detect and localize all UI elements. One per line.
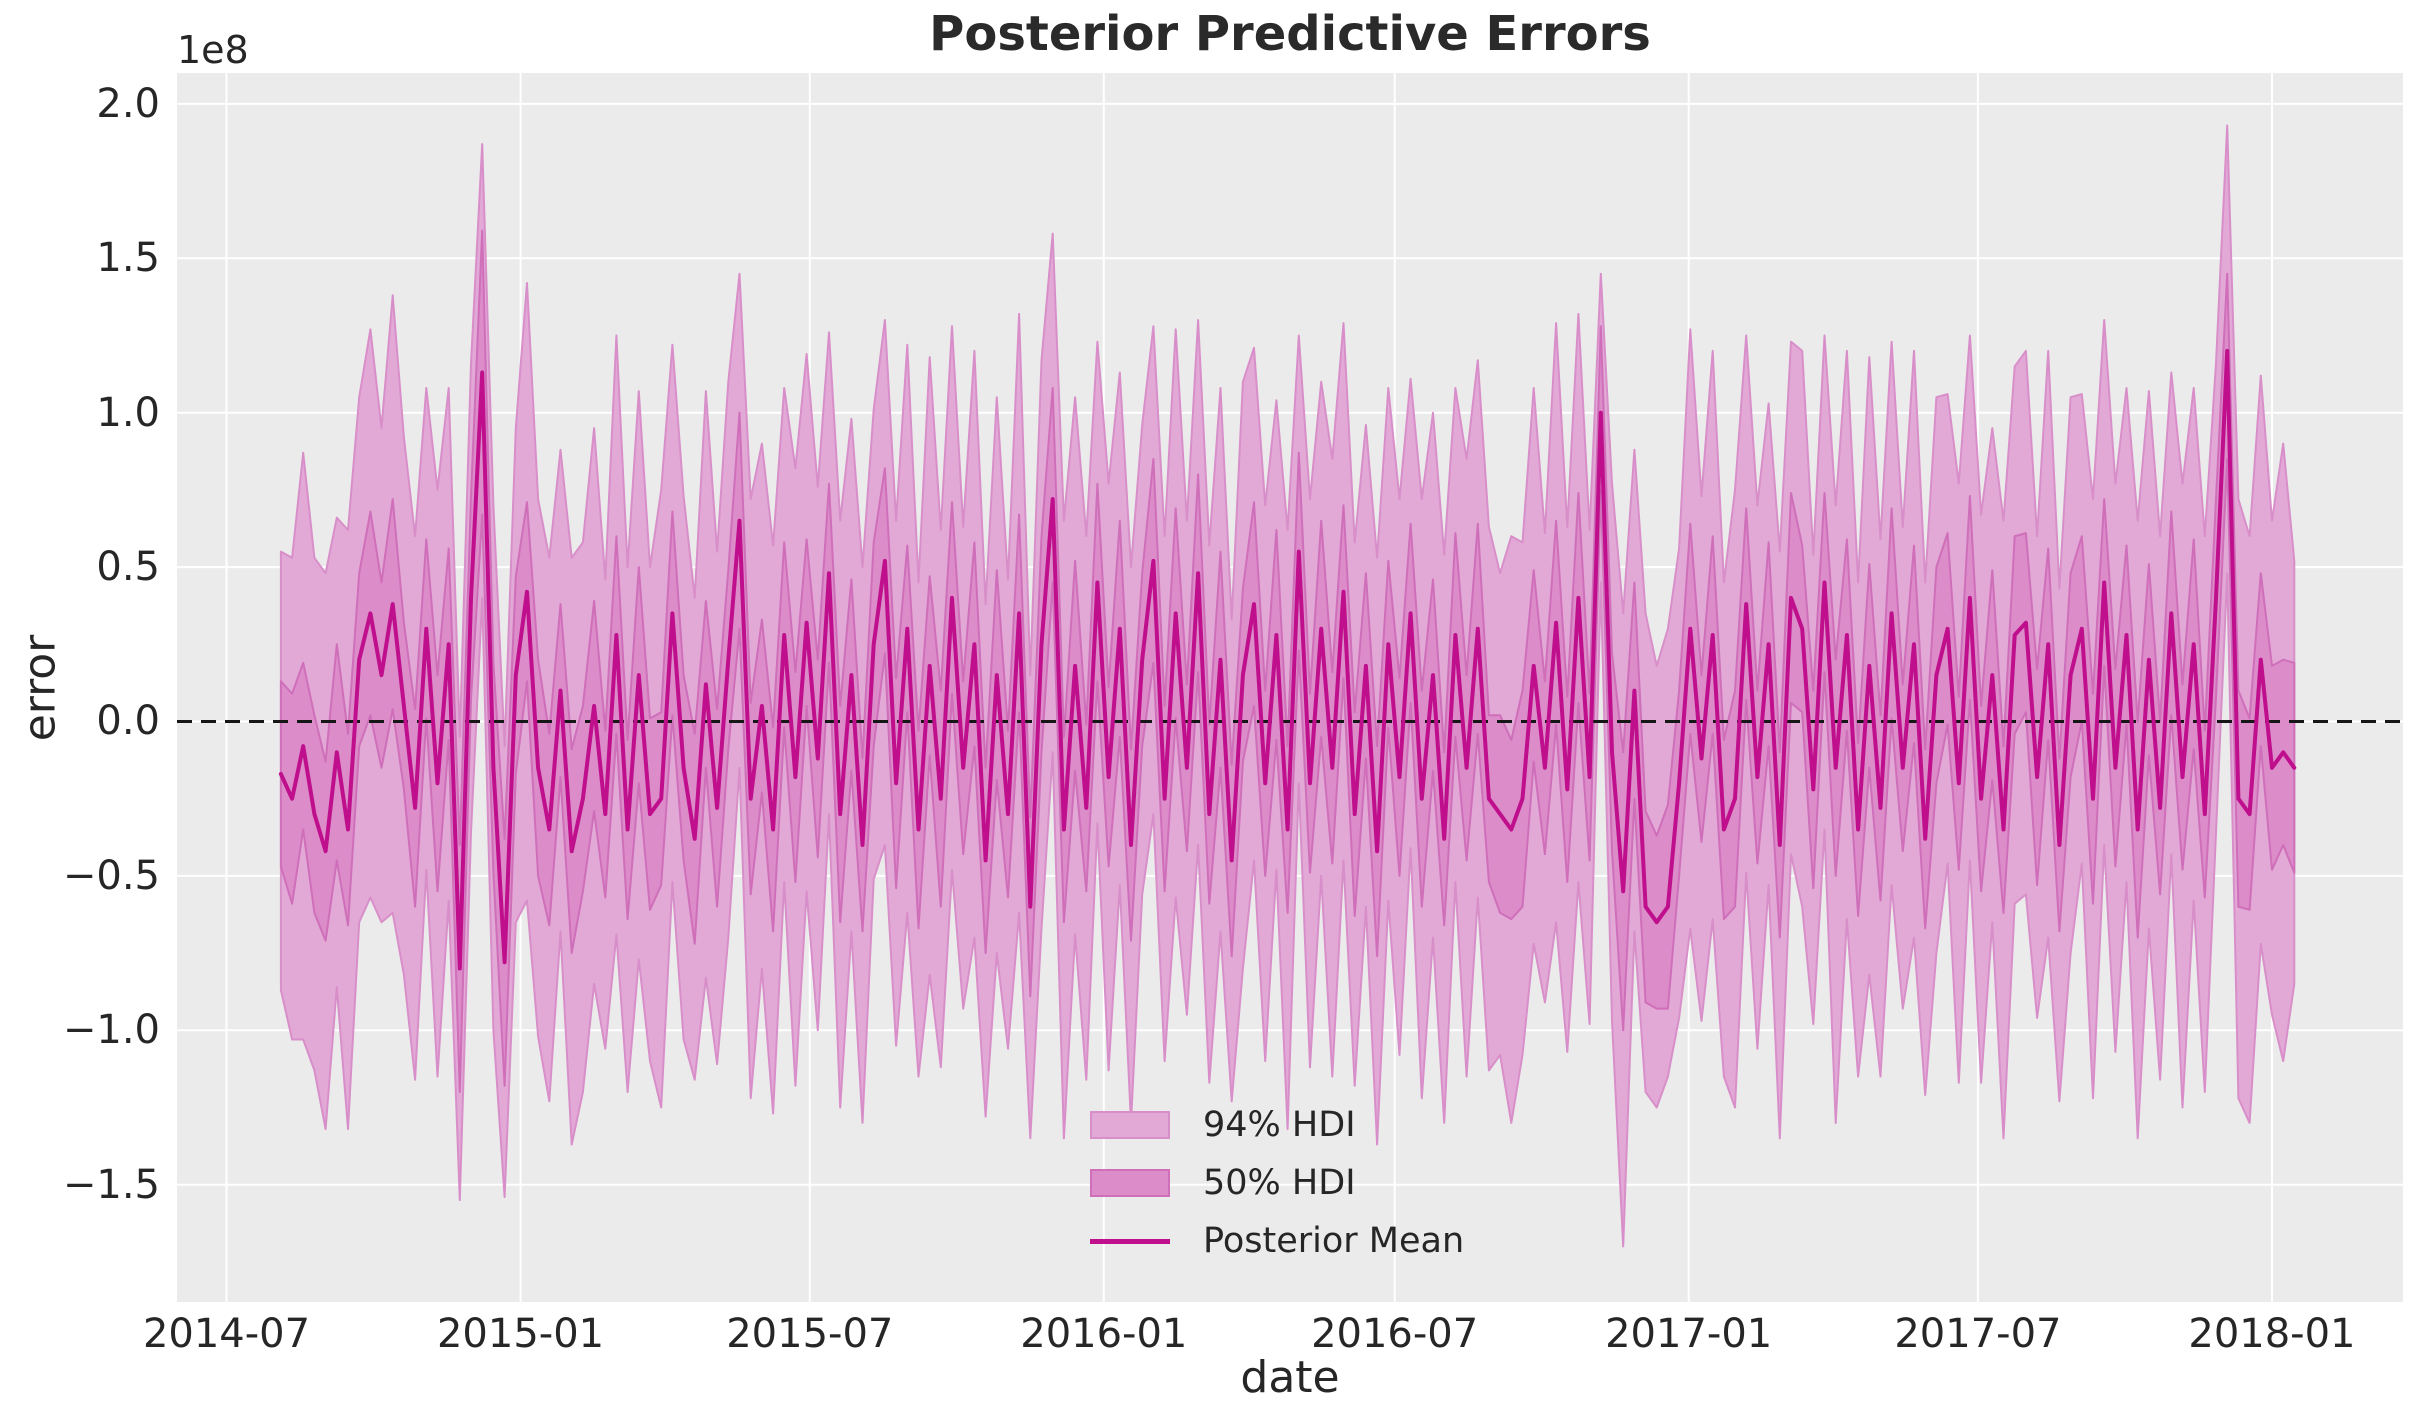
- x-axis-label: date: [1240, 1352, 1340, 1403]
- x-tick-label: 2017-01: [1605, 1311, 1773, 1357]
- y-tick-label: −1.0: [62, 1007, 160, 1054]
- posterior-mean-line: [278, 348, 2297, 971]
- y-tick-label: 1.5: [96, 235, 160, 282]
- x-tick-label: 2016-01: [1020, 1311, 1188, 1357]
- x-tick-label: 2015-07: [726, 1311, 894, 1357]
- x-tick-label: 2018-01: [2188, 1311, 2356, 1357]
- y-tick-label: −0.5: [62, 852, 160, 899]
- y-tick-label: 0.5: [96, 544, 160, 591]
- y-tick-label: 0.0: [96, 698, 160, 745]
- x-tick-label: 2017-07: [1894, 1311, 2062, 1357]
- legend: 94% HDI 50% HDI Posterior Mean: [1090, 1108, 1464, 1282]
- y-tick-label: 2.0: [96, 80, 160, 127]
- y-tick-label: 1.0: [96, 389, 160, 436]
- legend-item-50-hdi: 50% HDI: [1090, 1163, 1464, 1203]
- legend-label-50-hdi: 50% HDI: [1203, 1163, 1356, 1203]
- legend-label-94-hdi: 94% HDI: [1203, 1105, 1356, 1145]
- x-tick-label: 2016-07: [1311, 1311, 1479, 1357]
- legend-label-posterior-mean: Posterior Mean: [1203, 1221, 1465, 1261]
- y-axis-offset-text: 1e8: [177, 28, 249, 72]
- legend-item-posterior-mean: Posterior Mean: [1090, 1221, 1465, 1261]
- hdi50-band-swatch-icon: [1090, 1169, 1170, 1197]
- posterior-mean-line-swatch-icon: [1090, 1238, 1170, 1244]
- hdi94-band: [279, 124, 2296, 1248]
- chart-title: Posterior Predictive Errors: [929, 6, 1651, 62]
- legend-item-94-hdi: 94% HDI: [1090, 1105, 1464, 1145]
- hdi94-band-swatch-icon: [1090, 1111, 1170, 1139]
- x-tick-label: 2014-07: [142, 1311, 311, 1357]
- y-tick-label: −1.5: [62, 1161, 160, 1208]
- posterior-mean-swatch-wrap: [1090, 1227, 1170, 1255]
- x-tick-label: 2015-01: [436, 1311, 605, 1357]
- hdi50-band: [279, 229, 2296, 1093]
